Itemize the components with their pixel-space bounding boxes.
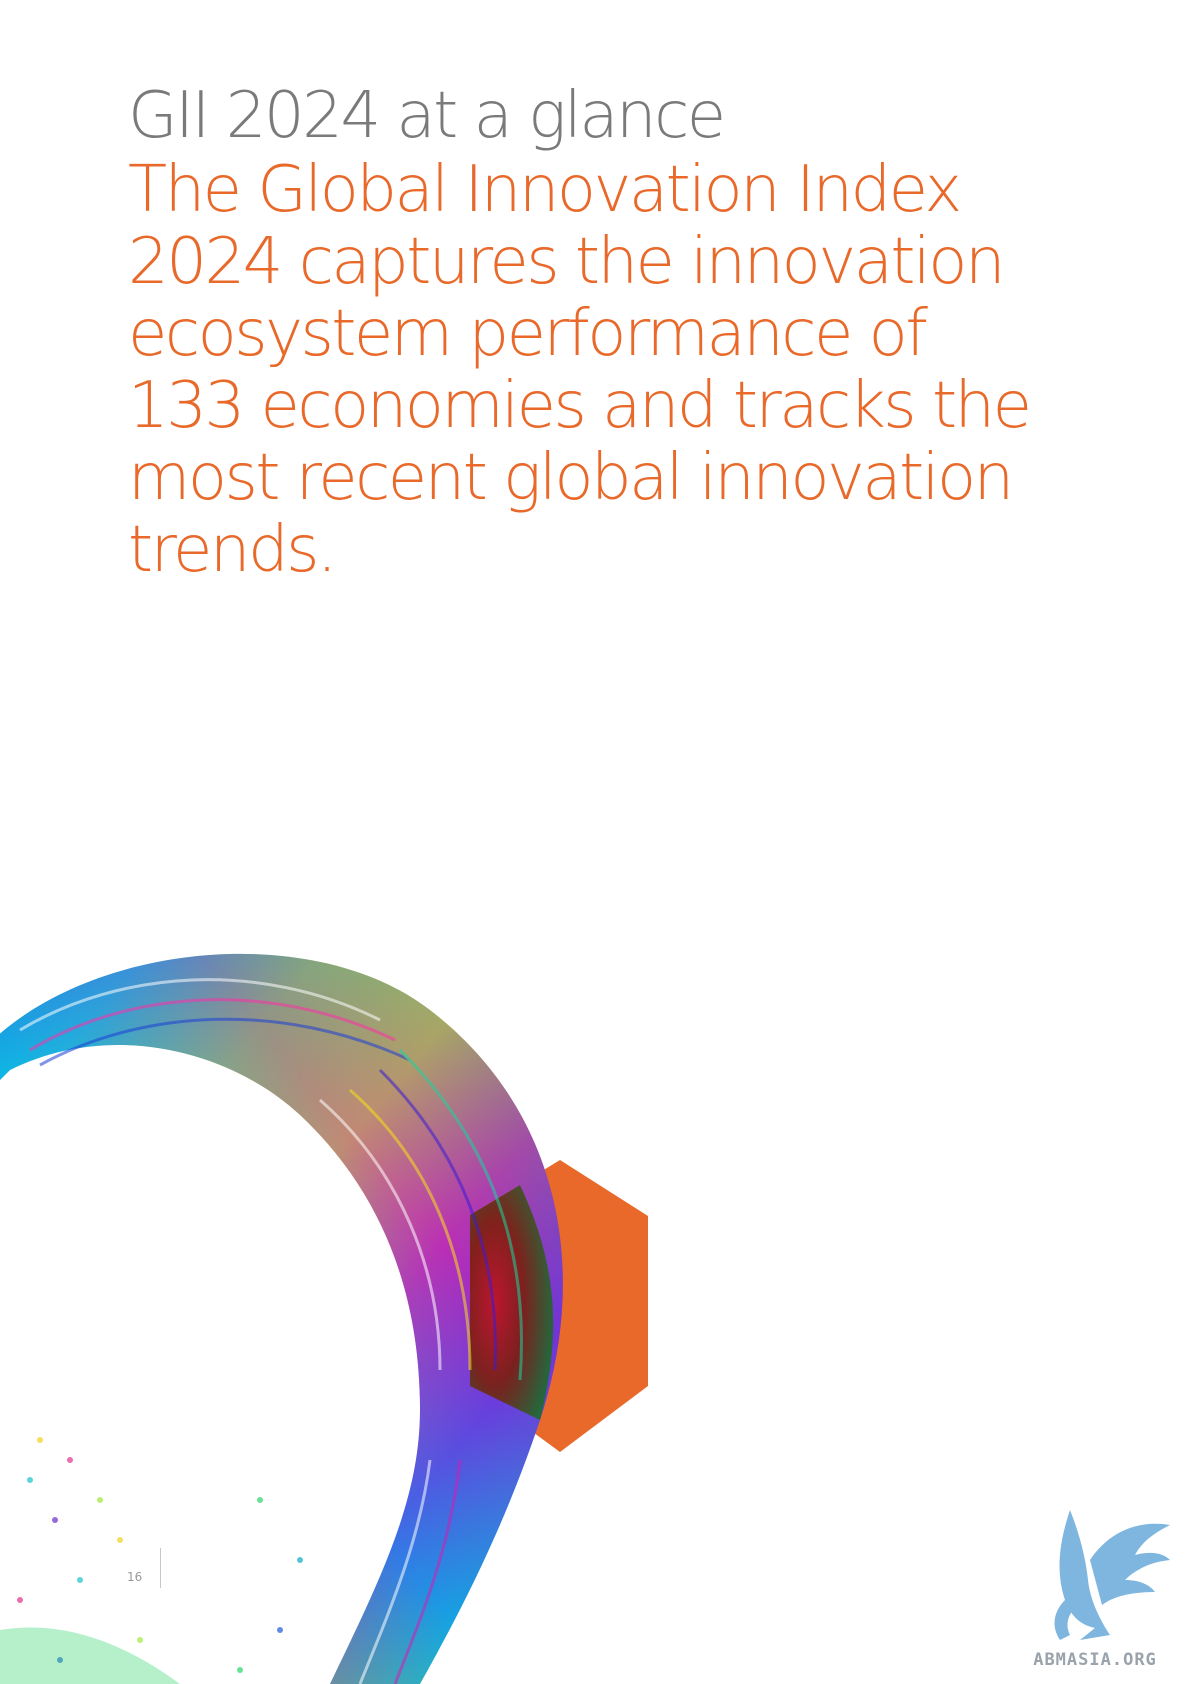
page-number-rule (160, 1548, 161, 1588)
headline-line: 2024 captures the innovation (128, 225, 1006, 299)
headline-line: 133 economies and tracks the (128, 369, 1032, 443)
watermark: ABMASIA.ORG (1010, 1500, 1180, 1670)
abstract-data-swirl-icon (0, 954, 648, 1684)
headline-line: trends. (128, 513, 337, 587)
headline-line: most recent global innovation (128, 441, 1014, 515)
headline-line: The Global Innovation Index (128, 153, 962, 227)
section-kicker: GII 2024 at a glance (128, 79, 726, 153)
winged-dragon-logo-icon (1054, 1510, 1170, 1640)
title-block: GII 2024 at a glance The Global Innovati… (128, 78, 1068, 586)
headline: The Global Innovation Index 2024 capture… (128, 154, 1068, 586)
watermark-text: ABMASIA.ORG (1033, 1650, 1157, 1670)
headline-line: ecosystem performance of (128, 297, 928, 371)
page-number: 16 (127, 1570, 143, 1584)
